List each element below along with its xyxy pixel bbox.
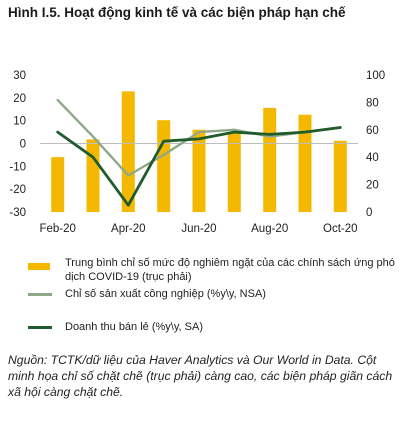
left-tick-label: -10 <box>9 161 26 173</box>
left-tick-label: 20 <box>13 93 26 105</box>
left-tick-label: 30 <box>13 70 26 82</box>
left-tick-label: -20 <box>9 184 26 196</box>
left-tick-label: 10 <box>13 116 26 128</box>
line-series <box>56 98 342 207</box>
legend-label-stringency: Trung bình chỉ số mức độ nghiêm ngặt của… <box>65 257 395 283</box>
x-tick-label: Oct-20 <box>323 223 358 235</box>
bar <box>333 140 347 212</box>
retail-sales-line <box>56 126 342 207</box>
bar <box>192 129 206 212</box>
bar <box>86 139 100 212</box>
legend-label-industrial: Chỉ số sản xuất công nghiệp (%y\y, NSA) <box>65 288 266 300</box>
right-tick-label: 100 <box>366 70 385 82</box>
bar <box>157 120 171 212</box>
bar <box>298 114 312 212</box>
bar <box>121 91 135 212</box>
right-tick-label: 20 <box>366 180 379 192</box>
legend-item-industrial: Chỉ số sản xuất công nghiệp (%y\y, NSA) <box>28 287 398 317</box>
left-tick-label: -30 <box>9 207 26 219</box>
legend-swatch-bar <box>28 263 50 270</box>
bar <box>263 107 277 212</box>
right-tick-label: 80 <box>366 97 379 109</box>
bar-series <box>51 91 347 212</box>
bar <box>227 132 241 212</box>
x-axis-ticks: Feb-20 Apr-20 Jun-20 Aug-20 Oct-20 <box>39 223 357 235</box>
x-tick-label: Jun-20 <box>181 223 216 235</box>
x-tick-label: Feb-20 <box>39 223 75 235</box>
right-axis-ticks: 100 80 60 40 20 0 <box>366 70 385 219</box>
bar <box>51 157 65 212</box>
x-tick-label: Apr-20 <box>111 223 146 235</box>
legend-label-retail: Doanh thu bán lẻ (%y\y, SA) <box>65 321 203 333</box>
chart-title: Hình I.5. Hoạt động kinh tế và các biện … <box>8 5 346 20</box>
x-tick-label: Aug-20 <box>251 223 288 235</box>
source-note: Nguồn: TCTK/dữ liệu của Haver Analytics … <box>8 353 393 399</box>
right-tick-label: 40 <box>366 152 379 164</box>
legend: Trung bình chỉ số mức độ nghiêm ngặt của… <box>28 256 398 340</box>
legend-swatch-retail <box>28 326 52 329</box>
legend-item-retail: Doanh thu bán lẻ (%y\y, SA) <box>28 320 398 340</box>
left-tick-label: 0 <box>20 139 26 151</box>
right-tick-label: 60 <box>366 125 379 137</box>
legend-swatch-industrial <box>28 293 52 296</box>
left-axis-ticks: 30 20 10 0 -10 -20 -30 <box>9 70 26 219</box>
right-tick-label: 0 <box>366 207 372 219</box>
legend-item-stringency: Trung bình chỉ số mức độ nghiêm ngặt của… <box>28 256 398 286</box>
